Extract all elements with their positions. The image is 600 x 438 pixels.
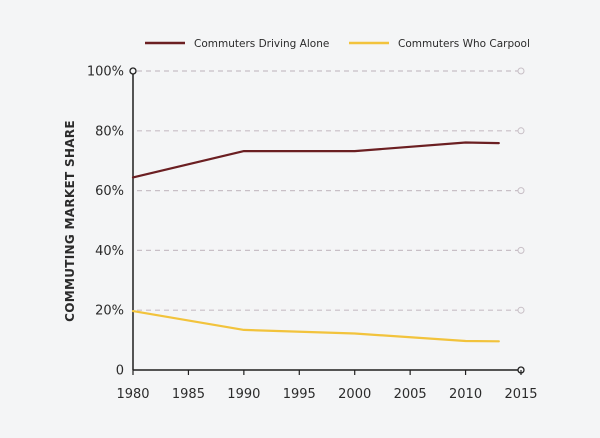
grid-layer [137,67,525,314]
gridline-end-marker [517,246,525,254]
label-layer: COMMUTING MARKET SHARE [63,120,77,322]
x-tick-label: 2010 [449,387,482,402]
series-line-carpool [131,310,500,343]
x-tick-label: 1985 [172,387,205,402]
y-tick-label: 40% [95,244,124,259]
y-tick-label: 100% [87,65,124,80]
x-tick-label: 1995 [283,387,316,402]
x-tick-label: 2000 [338,387,371,402]
gridline-end-marker [517,187,525,195]
gridline-end-marker [517,127,525,135]
legend-label-driving-alone: Commuters Driving Alone [194,38,329,50]
y-tick-label: 80% [95,124,124,139]
x-tick-label: 1980 [116,387,149,402]
y-axis-label: COMMUTING MARKET SHARE [63,120,77,322]
legend-label-carpool: Commuters Who Carpool [398,38,530,50]
x-tick-label: 2015 [504,387,537,402]
series-line-driving-alone [131,141,500,179]
y-tick-label: 20% [95,304,124,319]
series-layer [131,141,500,343]
y-axis-end-marker [129,67,137,75]
gridline-end-marker [517,67,525,75]
gridline-end-marker [517,306,525,314]
y-tick-label: 0 [116,364,124,379]
legend: Commuters Driving Alone Commuters Who Car… [145,38,530,50]
x-tick-label: 2005 [394,387,427,402]
y-tick-label: 60% [95,184,124,199]
x-tick-label: 1990 [227,387,260,402]
axis-layer: 0 20% 40% 60% 80% 100% 1980 1985 1990 1995 2000 200… [87,65,538,403]
